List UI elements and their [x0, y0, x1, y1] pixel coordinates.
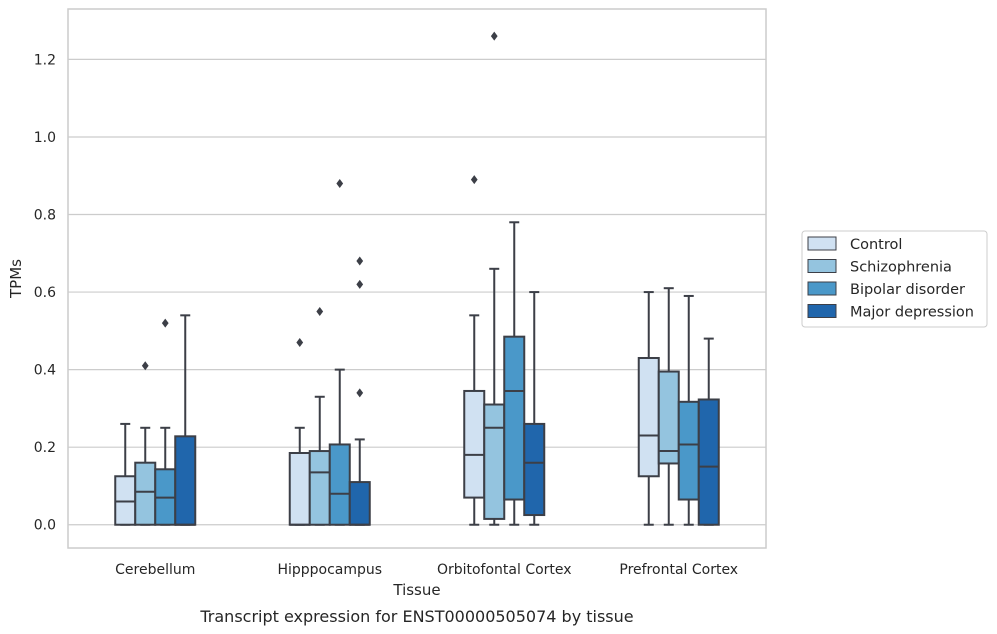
y-tick-label: 1.0: [34, 130, 56, 146]
y-axis-label: TPMs: [7, 259, 25, 299]
outlier-point: [161, 318, 169, 328]
legend-swatch: [807, 304, 837, 318]
box-0-2: [154, 318, 177, 526]
x-tick-label: Cerebellum: [115, 562, 195, 578]
box-body: [348, 481, 371, 526]
box-1-1: [308, 306, 331, 526]
box-3-3: [697, 337, 720, 526]
outlier-point: [141, 361, 149, 371]
legend-swatch: [807, 281, 837, 296]
chart-caption: Transcript expression for ENST0000050507…: [199, 607, 633, 626]
outlier-point: [356, 256, 364, 266]
y-tick-label: 0.2: [34, 440, 56, 456]
box-body: [697, 398, 720, 526]
outlier-point: [316, 306, 324, 316]
box-0-3: [174, 314, 197, 526]
box-body: [328, 443, 351, 526]
box-body: [657, 370, 680, 465]
legend: Control Schizophrenia Bipolar disorder Majo…: [801, 230, 988, 328]
box-body: [503, 335, 526, 501]
x-tick-label: Prefrontal Cortex: [619, 562, 738, 578]
legend-swatch: [807, 236, 837, 251]
box-2-2: [503, 221, 526, 526]
legend-label: Schizophrenia: [850, 260, 952, 276]
outlier-point: [490, 31, 498, 41]
box-0-1: [134, 361, 157, 526]
box-2-1: [483, 31, 506, 526]
box-3-2: [677, 294, 700, 526]
box-3-1: [657, 287, 680, 526]
y-tick-label: 0.8: [34, 208, 56, 224]
box-body: [134, 461, 157, 526]
plot-frame: [67, 8, 767, 549]
box-body: [174, 435, 197, 526]
outlier-point: [336, 178, 344, 188]
y-tick-label: 1.2: [34, 52, 56, 68]
outlier-point: [296, 337, 304, 347]
y-tick-labels: 0.0 0.2 0.4 0.6 0.8 1.0 1.2: [34, 52, 56, 533]
box-2-0: [463, 175, 486, 526]
x-tick-labels: Cerebellum Hipppocampus Orbitofontal Corte…: [115, 562, 738, 578]
box-body: [483, 403, 506, 520]
box-body: [308, 450, 331, 526]
legend-label: Control: [850, 237, 902, 253]
plot-area: [114, 31, 720, 526]
box-body: [637, 356, 660, 478]
box-0-0: [114, 422, 137, 526]
y-tick-label: 0.4: [34, 363, 56, 379]
box-3-0: [637, 291, 660, 526]
y-tick-label: 0.6: [34, 285, 56, 301]
box-1-3: [348, 256, 371, 526]
legend-label: Major depression: [850, 305, 974, 321]
x-tick-label: Hipppocampus: [277, 562, 382, 578]
box-body: [677, 400, 700, 501]
x-axis-label: Tissue: [392, 581, 440, 599]
legend-frame: [801, 230, 988, 328]
legend-label: Bipolar disorder: [850, 282, 965, 298]
box-body: [523, 422, 546, 517]
box-body: [288, 451, 311, 526]
legend-swatch: [807, 259, 837, 273]
y-tick-label: 0.0: [34, 518, 56, 534]
box-body: [463, 389, 486, 499]
box-2-3: [523, 291, 546, 526]
outlier-point: [356, 388, 364, 398]
box-1-2: [328, 178, 351, 526]
outlier-point: [356, 279, 364, 289]
x-tick-label: Orbitofontal Cortex: [437, 562, 572, 578]
box-1-0: [288, 337, 311, 526]
outlier-point: [470, 175, 478, 185]
